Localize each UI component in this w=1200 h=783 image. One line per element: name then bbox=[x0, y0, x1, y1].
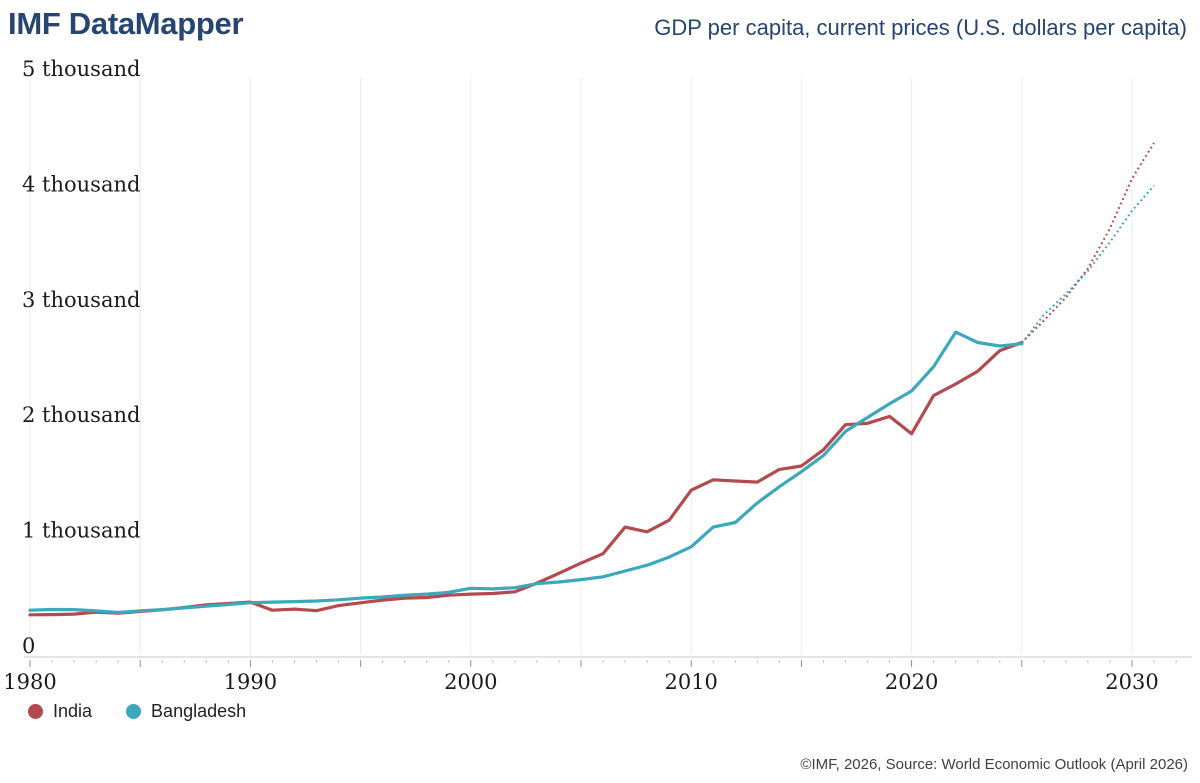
y-axis-label-2000: 2 thousand bbox=[22, 403, 140, 427]
india-projection-line[interactable] bbox=[1021, 142, 1155, 344]
x-axis-label-2000: 2000 bbox=[444, 670, 497, 694]
y-axis-label-1000: 1 thousand bbox=[22, 519, 140, 543]
legend-label-india: India bbox=[53, 701, 93, 721]
bangladesh-series-dot-icon bbox=[126, 704, 142, 719]
legend-item-bangladesh[interactable]: Bangladesh bbox=[126, 701, 246, 722]
bangladesh-series-line[interactable] bbox=[28, 330, 1024, 615]
bangladesh-projection-line[interactable] bbox=[1020, 184, 1155, 345]
chart-title: GDP per capita, current prices (U.S. dol… bbox=[654, 15, 1187, 40]
app-title: IMF DataMapper bbox=[8, 6, 244, 41]
y-axis-label-3000: 3 thousand bbox=[22, 288, 140, 312]
india-series-dot-icon bbox=[28, 704, 43, 719]
source-attribution: ©IMF, 2026, Source: World Economic Outlo… bbox=[800, 756, 1188, 773]
x-axis-label-1980: 1980 bbox=[3, 670, 56, 694]
india-series-line[interactable] bbox=[28, 340, 1024, 617]
gdp-per-capita-line-chart[interactable]: 1980 1990 2000 2010 2020 2030 0 1 thousand 2 tho… bbox=[0, 0, 1200, 700]
x-axis-label-2020: 2020 bbox=[885, 670, 938, 694]
legend: India Bangladesh bbox=[28, 701, 246, 722]
x-axis-label-2030: 2030 bbox=[1105, 670, 1158, 694]
x-axis-label-2010: 2010 bbox=[664, 670, 717, 694]
y-axis-label-0: 0 bbox=[22, 634, 35, 658]
legend-label-bangladesh: Bangladesh bbox=[151, 701, 247, 721]
y-axis-label-4000: 4 thousand bbox=[22, 172, 140, 196]
x-axis-label-1990: 1990 bbox=[224, 670, 277, 694]
y-axis-label-5000: 5 thousand bbox=[22, 57, 140, 81]
legend-item-india[interactable]: India bbox=[28, 701, 92, 722]
